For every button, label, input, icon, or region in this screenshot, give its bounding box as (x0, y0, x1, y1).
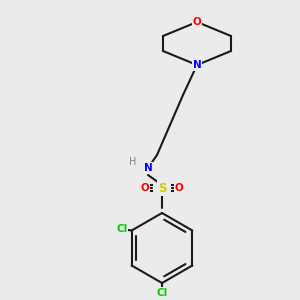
Text: N: N (193, 60, 201, 70)
Text: Cl: Cl (156, 288, 168, 298)
Text: N: N (144, 163, 152, 173)
Text: Cl: Cl (116, 224, 127, 233)
Text: O: O (193, 17, 201, 27)
Text: O: O (175, 183, 183, 193)
Text: H: H (129, 157, 137, 167)
Text: O: O (141, 183, 149, 193)
Text: S: S (158, 182, 166, 194)
